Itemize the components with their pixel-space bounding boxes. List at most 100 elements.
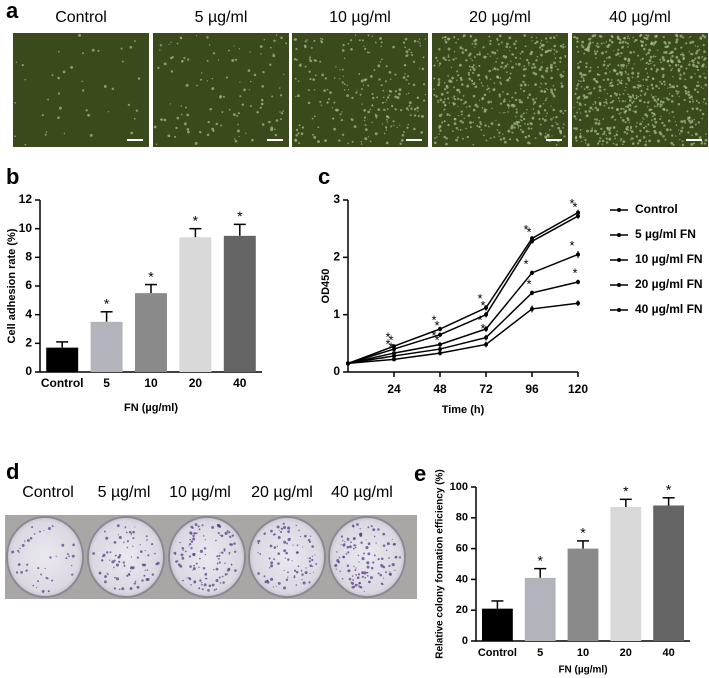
cell [435, 95, 438, 98]
colony [285, 551, 288, 555]
cell [611, 79, 613, 81]
cell [451, 76, 455, 80]
cell [534, 137, 537, 140]
cell [659, 80, 661, 83]
cell [635, 105, 638, 108]
colony [139, 550, 143, 554]
colony [181, 556, 185, 560]
cell [526, 96, 530, 99]
cell [371, 92, 374, 95]
colony [284, 557, 286, 559]
cell [607, 43, 611, 47]
cell [453, 102, 456, 106]
colony [377, 572, 380, 575]
colony [146, 569, 149, 571]
cell [695, 107, 699, 111]
colony [129, 587, 133, 591]
cell [618, 97, 620, 100]
bar [135, 293, 167, 372]
cell [440, 113, 443, 116]
y-tick-label: 3 [333, 192, 340, 206]
cell [644, 113, 648, 117]
colony [311, 565, 314, 568]
cell [599, 137, 601, 139]
cell [522, 89, 526, 93]
caption: 40 µg/ml [331, 484, 393, 501]
cell [24, 79, 26, 81]
colony [275, 585, 277, 587]
cell [392, 45, 395, 49]
cell [359, 93, 362, 96]
cell [176, 116, 180, 120]
colony [29, 537, 33, 540]
x-tick-label: 10 [577, 647, 589, 659]
colony [354, 583, 358, 587]
cell [433, 137, 436, 139]
cell [234, 138, 236, 140]
cell [509, 72, 512, 75]
colony [334, 563, 338, 568]
cell [529, 52, 533, 56]
cell [705, 133, 707, 135]
colony [199, 549, 203, 553]
colony [229, 543, 232, 546]
cell [404, 37, 408, 41]
colony [359, 528, 361, 530]
cell [649, 135, 651, 137]
cell [404, 73, 406, 75]
cell [645, 37, 649, 40]
cell [163, 62, 167, 66]
cell [217, 59, 220, 61]
cell [402, 131, 405, 134]
cell [63, 132, 66, 135]
cell [694, 132, 698, 136]
cell [701, 117, 703, 120]
legend-label: 20 µg/ml FN [635, 277, 703, 291]
cell [666, 109, 669, 112]
cell [206, 36, 209, 39]
colony [17, 563, 21, 566]
cell [534, 83, 538, 87]
colony [346, 545, 350, 549]
cell [221, 111, 224, 113]
cell [350, 118, 353, 120]
cell [621, 41, 624, 44]
cell [647, 63, 650, 65]
cell [705, 66, 707, 68]
cell [554, 121, 557, 124]
cell [662, 100, 665, 104]
cell [550, 63, 553, 67]
cell [625, 128, 629, 131]
point [438, 351, 442, 356]
cell [417, 40, 419, 43]
cell [364, 137, 368, 141]
cell [675, 90, 678, 93]
cell [588, 110, 591, 113]
cell [404, 46, 406, 49]
cell [592, 108, 594, 111]
y-tick-label: 100 [450, 481, 468, 493]
cell [691, 64, 694, 66]
cell [524, 45, 527, 48]
cell [506, 71, 508, 74]
cell [602, 118, 605, 120]
cell [574, 127, 578, 131]
colony [315, 563, 318, 566]
cell [541, 117, 545, 120]
cell [625, 82, 628, 85]
cell [487, 87, 490, 90]
cell [639, 40, 643, 43]
cell [367, 34, 370, 37]
cell [546, 41, 548, 43]
cell [347, 42, 350, 45]
cell [685, 42, 688, 45]
x-axis-label: FN (µg/ml) [558, 665, 607, 676]
significance: * [388, 333, 393, 348]
cell [489, 78, 492, 81]
cell [659, 58, 662, 61]
cell [443, 108, 446, 111]
cell [486, 88, 489, 91]
colony [300, 569, 303, 572]
cell [613, 92, 617, 95]
colony [104, 530, 106, 533]
